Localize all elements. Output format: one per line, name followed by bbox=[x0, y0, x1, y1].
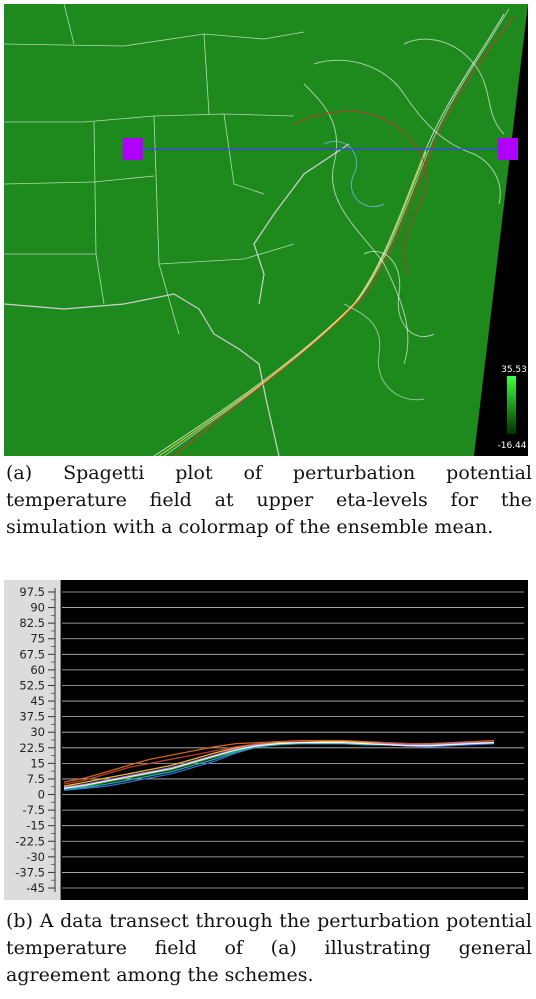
y-tick-label: 7.5 bbox=[27, 772, 45, 786]
y-tick-label: -37.5 bbox=[15, 865, 45, 879]
state-borders bbox=[4, 4, 305, 335]
y-tick-label: -30 bbox=[26, 850, 45, 864]
y-tick-label: 15 bbox=[30, 756, 45, 770]
y-tick-label: -22.5 bbox=[15, 834, 45, 848]
y-tick-label: -15 bbox=[26, 819, 45, 833]
y-tick-label: 82.5 bbox=[19, 616, 45, 630]
transect-start-marker[interactable] bbox=[123, 138, 143, 160]
y-tick-label: 90 bbox=[30, 601, 45, 615]
colorbar bbox=[507, 376, 516, 434]
y-tick-label: 67.5 bbox=[19, 647, 45, 661]
y-tick-label: 0 bbox=[38, 788, 45, 802]
colorbar-max-label: 35.53 bbox=[501, 365, 527, 375]
colorbar-min-label: -16.44 bbox=[497, 441, 526, 451]
y-tick-label: -7.5 bbox=[23, 803, 45, 817]
y-tick-label: 97.5 bbox=[19, 585, 45, 599]
y-tick-label: 22.5 bbox=[19, 741, 45, 755]
spaghetti-map: 35.53 -16.44 bbox=[4, 4, 528, 456]
map-canvas: 35.53 -16.44 bbox=[4, 4, 528, 456]
transect-end-marker[interactable] bbox=[498, 138, 518, 160]
y-tick-label: 75 bbox=[30, 632, 45, 646]
series-line-1 bbox=[63, 739, 495, 783]
map-edge-mask bbox=[474, 4, 528, 456]
caption-a: (a) Spagetti plot of perturbation potent… bbox=[6, 462, 532, 538]
caption-b: (b) A data transect through the perturba… bbox=[6, 910, 532, 986]
coastline bbox=[4, 143, 350, 456]
spaghetti-contours bbox=[153, 8, 515, 456]
series-line-8 bbox=[63, 741, 495, 789]
y-tick-label: 30 bbox=[30, 725, 45, 739]
series-lines bbox=[63, 739, 495, 792]
y-tick-label: 45 bbox=[30, 694, 45, 708]
grid bbox=[62, 591, 524, 889]
y-tick-label: 52.5 bbox=[19, 678, 45, 692]
transect-chart: 97.5 90 82.5 75 67.5 60 52.5 45 37.5 30 22.5 15 7.5 0… bbox=[4, 580, 528, 900]
y-tick-label: 60 bbox=[30, 663, 45, 677]
y-tick-label: 37.5 bbox=[19, 710, 45, 724]
y-tick-label: -45 bbox=[26, 881, 45, 895]
